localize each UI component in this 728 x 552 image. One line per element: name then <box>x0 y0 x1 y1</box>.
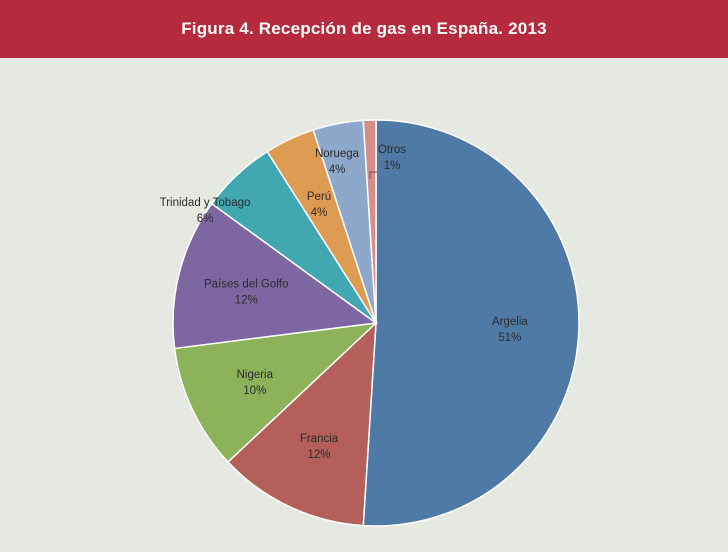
pie-value-peru: 4% <box>311 207 328 219</box>
pie-value-nigeria: 10% <box>243 385 266 397</box>
pie-value-otros: 1% <box>384 160 401 172</box>
pie-slices <box>172 119 580 527</box>
pie-value-argelia: 51% <box>498 332 521 344</box>
pie-slice-argelia <box>362 119 580 527</box>
pie-label-francia: Francia <box>300 433 339 445</box>
chart-area: Argelia 51% Francia 12% Nigeria 10% Países del… <box>0 58 728 547</box>
pie-slice-francia <box>226 321 377 527</box>
pie-value-paises-del-golfo: 12% <box>235 295 258 307</box>
otros-leader-line <box>369 171 377 179</box>
pie-label-peru: Perú <box>307 191 331 203</box>
pie-value-noruega: 4% <box>329 164 346 176</box>
pie-label-otros: Otros <box>378 144 406 156</box>
pie-label-paises-del-golfo: Países del Golfo <box>204 279 288 291</box>
figure-title: Figura 4. Recepción de gas en España. 20… <box>181 19 547 38</box>
pie-slice-paises-del-golfo <box>172 202 378 350</box>
pie-slice-nigeria <box>173 321 379 464</box>
pie-labels: Argelia 51% Francia 12% Nigeria 10% Países del… <box>160 144 529 461</box>
pie-label-noruega: Noruega <box>315 148 360 160</box>
pie-value-trinidad-y-tobago: 6% <box>197 213 214 225</box>
pie-label-argelia: Argelia <box>492 316 528 328</box>
pie-value-francia: 12% <box>307 449 330 461</box>
pie-chart: Argelia 51% Francia 12% Nigeria 10% Países del… <box>160 119 580 527</box>
figure-header: Figura 4. Recepción de gas en España. 20… <box>0 0 728 58</box>
pie-label-nigeria: Nigeria <box>237 369 274 381</box>
pie-slice-otros <box>362 119 377 324</box>
pie-label-trinidad-y-tobago: Trinidad y Tobago <box>160 197 251 209</box>
